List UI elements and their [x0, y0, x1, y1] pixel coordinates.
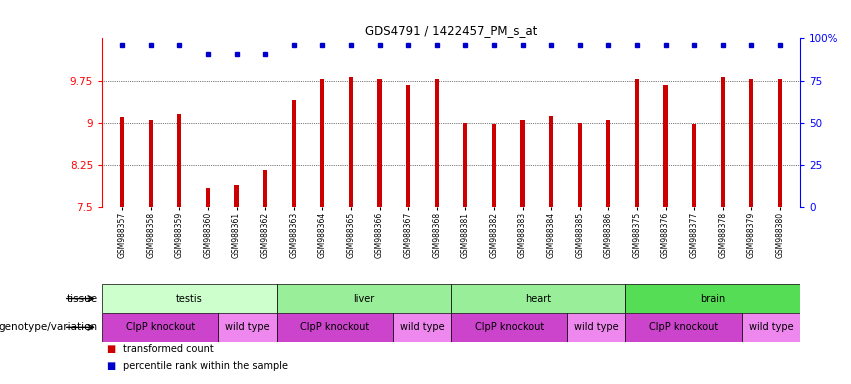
Text: ■: ■	[106, 361, 116, 371]
Bar	[749, 79, 753, 207]
Text: ClpP knockout: ClpP knockout	[649, 322, 718, 333]
Text: liver: liver	[353, 293, 374, 304]
Bar	[102, 313, 219, 342]
Bar	[393, 313, 451, 342]
Text: transformed count: transformed count	[123, 344, 214, 354]
Text: wild type: wild type	[574, 322, 619, 333]
Bar	[277, 313, 393, 342]
Text: tissue: tissue	[66, 293, 98, 304]
Bar	[664, 84, 668, 207]
Bar	[451, 313, 568, 342]
Bar	[463, 123, 467, 207]
Bar	[219, 313, 277, 342]
Text: ■: ■	[106, 344, 116, 354]
Bar	[520, 119, 525, 207]
Bar	[277, 284, 451, 313]
Text: percentile rank within the sample: percentile rank within the sample	[123, 361, 288, 371]
Bar	[292, 100, 296, 207]
Bar	[625, 313, 742, 342]
Bar	[635, 79, 639, 207]
Bar	[778, 79, 782, 207]
Bar	[177, 114, 181, 207]
Text: wild type: wild type	[226, 322, 270, 333]
Bar	[406, 84, 410, 207]
Bar	[234, 185, 238, 207]
Bar	[721, 77, 725, 207]
Bar	[606, 120, 610, 207]
Text: wild type: wild type	[400, 322, 444, 333]
Bar	[692, 124, 696, 207]
Bar	[435, 79, 439, 207]
Bar	[492, 124, 496, 207]
Text: genotype/variation: genotype/variation	[0, 322, 98, 333]
Text: testis: testis	[176, 293, 203, 304]
Text: brain: brain	[700, 293, 725, 304]
Bar	[578, 123, 582, 207]
Bar	[102, 284, 277, 313]
Bar	[742, 313, 800, 342]
Bar	[320, 79, 324, 207]
Bar	[263, 170, 267, 207]
Text: ClpP knockout: ClpP knockout	[475, 322, 544, 333]
Text: wild type: wild type	[749, 322, 793, 333]
Text: ClpP knockout: ClpP knockout	[126, 322, 195, 333]
Bar	[625, 284, 800, 313]
Bar	[120, 117, 124, 207]
Bar	[206, 188, 210, 207]
Bar	[568, 313, 625, 342]
Bar	[349, 77, 353, 207]
Text: ClpP knockout: ClpP knockout	[300, 322, 369, 333]
Text: heart: heart	[525, 293, 551, 304]
Bar	[149, 120, 153, 207]
Title: GDS4791 / 1422457_PM_s_at: GDS4791 / 1422457_PM_s_at	[365, 24, 537, 37]
Bar	[549, 116, 553, 207]
Bar	[377, 79, 382, 207]
Bar	[451, 284, 625, 313]
